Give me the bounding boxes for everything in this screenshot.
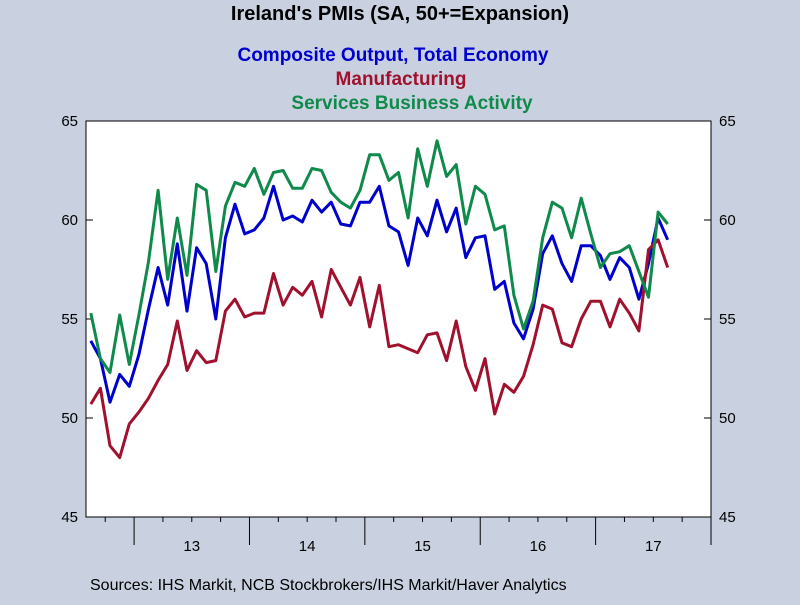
series-line-manufacturing	[89, 238, 670, 460]
y-tick-label-right: 45	[719, 509, 736, 526]
plot-area	[85, 120, 712, 518]
x-tick-label: 16	[530, 538, 547, 555]
y-tick-label-left: 65	[61, 113, 78, 130]
series-line-composite	[89, 184, 670, 404]
y-tick-label-right: 50	[719, 410, 736, 427]
y-axis-right: 45 50 55 60 65	[704, 113, 736, 526]
series-line-services	[89, 139, 669, 374]
legend-composite: Composite Output, Total Economy	[237, 45, 548, 66]
y-axis-left: 45 50 55 60 65	[61, 113, 93, 526]
legend-manufacturing: Manufacturing	[336, 69, 467, 90]
x-tick-label: 14	[299, 538, 316, 555]
y-tick-label-left: 50	[61, 410, 78, 427]
legend-services: Services Business Activity	[291, 93, 533, 114]
y-tick-label-right: 55	[719, 311, 736, 328]
x-tick-label: 17	[645, 538, 662, 555]
x-axis: 13 14 15 16 17	[104, 517, 712, 555]
y-tick-label-right: 65	[719, 113, 736, 130]
y-tick-label-right: 60	[719, 212, 736, 229]
y-tick-label-left: 60	[61, 212, 78, 229]
y-tick-label-left: 45	[61, 509, 78, 526]
chart-title: Ireland's PMIs (SA, 50+=Expansion)	[231, 3, 569, 25]
y-tick-label-left: 55	[61, 311, 78, 328]
x-tick-label: 15	[414, 538, 431, 555]
series-layer	[89, 139, 670, 460]
x-tick-label: 13	[183, 538, 200, 555]
sources-note: Sources: IHS Markit, NCB Stockbrokers/IH…	[90, 577, 567, 594]
